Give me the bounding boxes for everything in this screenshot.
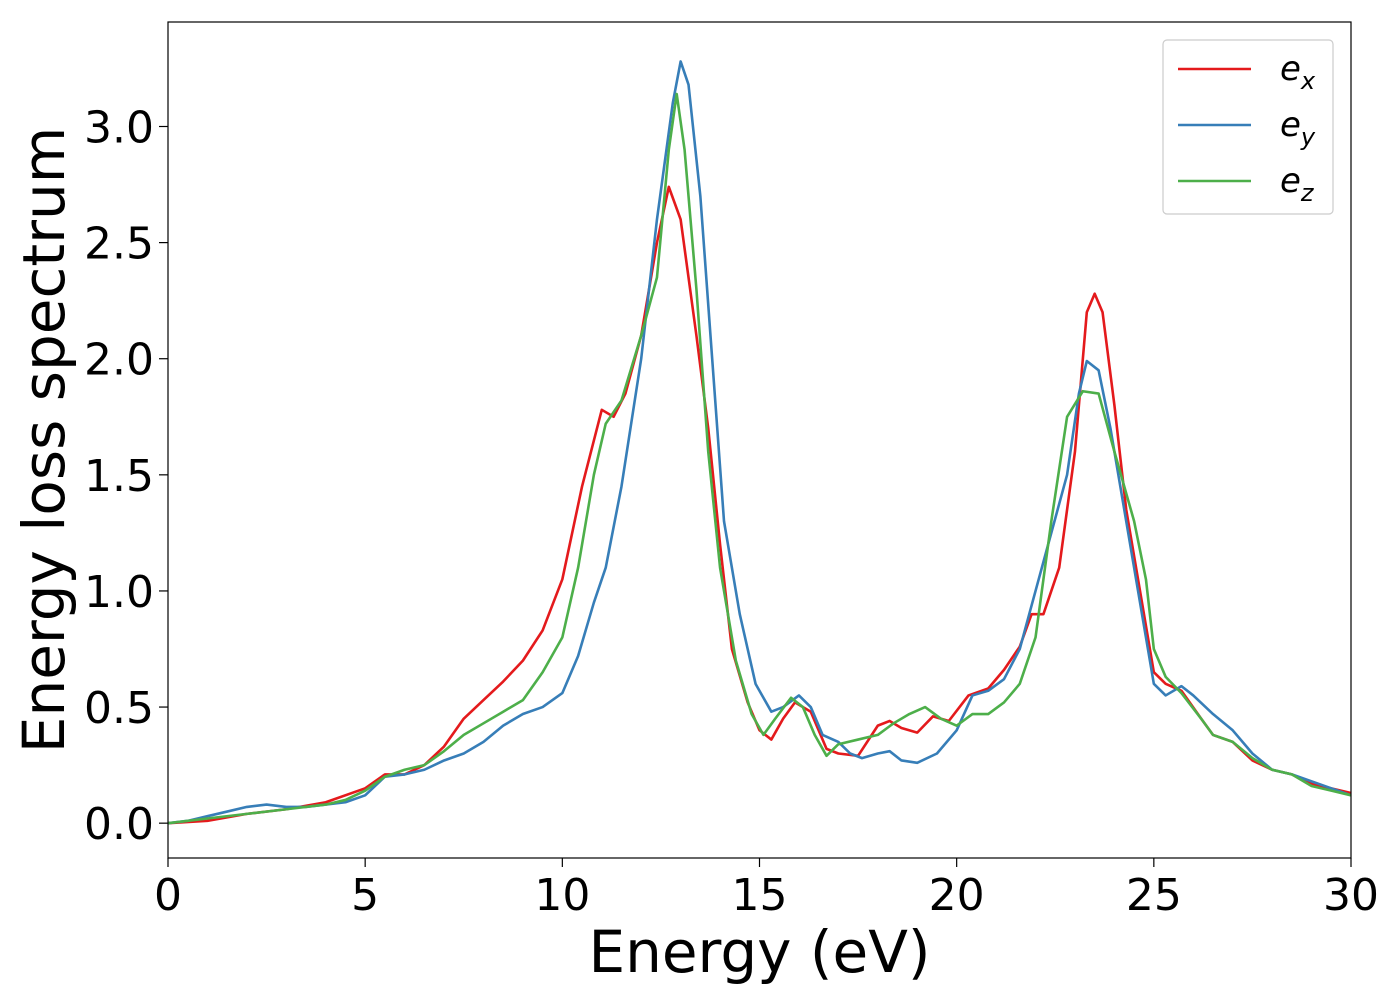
x-axis-ticks: 0 5 10 15 20 25 30	[154, 858, 1379, 921]
y-tick-label: 1.0	[84, 567, 154, 618]
y-tick-label: 0.0	[84, 799, 154, 850]
legend: ex ey ez	[1162, 39, 1334, 215]
x-tick-label: 10	[534, 870, 590, 921]
series-line-y	[167, 60, 1352, 825]
y-tick-label: 0.5	[84, 683, 154, 734]
y-axis-ticks: 0.0 0.5 1.0 1.5 2.0 2.5 3.0	[84, 103, 168, 850]
series-layer	[167, 60, 1352, 825]
legend-label-x: ex	[1280, 49, 1316, 95]
y-tick-label: 2.5	[84, 219, 154, 270]
x-tick-label: 30	[1323, 870, 1379, 921]
legend-box	[1162, 39, 1334, 215]
y-axis-title: Energy loss spectrum	[10, 127, 78, 753]
x-tick-label: 5	[351, 870, 379, 921]
x-tick-label: 0	[154, 870, 182, 921]
x-tick-label: 15	[732, 870, 788, 921]
y-tick-label: 1.5	[84, 451, 154, 502]
x-tick-label: 20	[929, 870, 985, 921]
series-line-x	[167, 185, 1352, 825]
y-tick-label: 3.0	[84, 103, 154, 154]
x-axis-title: Energy (eV)	[588, 918, 930, 986]
x-tick-label: 25	[1126, 870, 1182, 921]
y-tick-label: 2.0	[84, 335, 154, 386]
legend-label-z: ez	[1280, 161, 1315, 207]
series-line-z	[167, 92, 1352, 825]
legend-label-y: ey	[1280, 105, 1316, 151]
